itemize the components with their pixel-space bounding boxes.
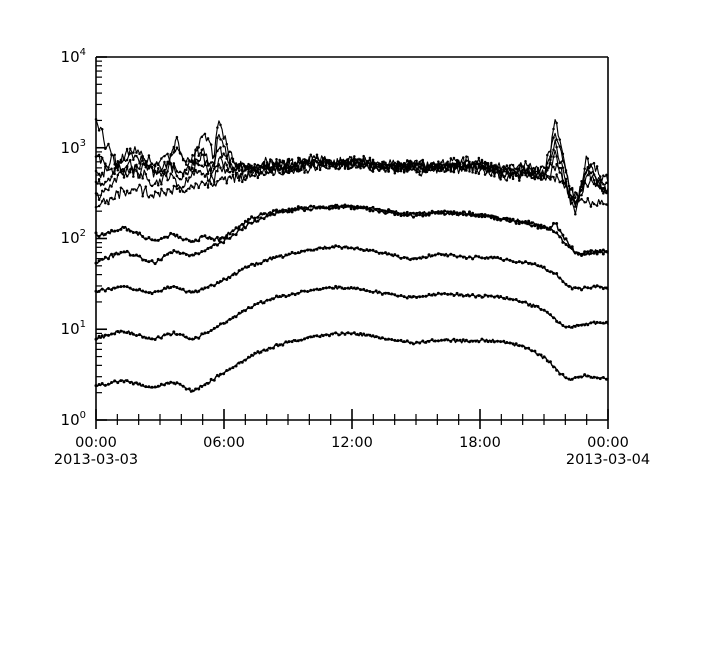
y-tick-label-1e1: 101 (61, 319, 86, 338)
series-markers-trace-6-upper-smooth (94, 159, 608, 209)
y-axis-ticks (96, 56, 107, 421)
y-tick-label-1e2: 102 (61, 228, 86, 247)
y-tick-label-1e0: 100 (61, 410, 86, 429)
series-line-trace-4-upper-noisy-d (95, 150, 609, 204)
x-tick-label-0600: 06:00 (203, 435, 245, 451)
x-axis-date-end: 2013-03-04 (566, 452, 650, 468)
x-axis-ticks (95, 409, 609, 429)
x-axis-date-start: 2013-03-03 (54, 452, 138, 468)
x-tick-label-0000-start: 00:00 (75, 435, 117, 451)
x-tick-label-1800: 18:00 (459, 435, 501, 451)
series-markers-trace-11-lowest (94, 331, 608, 393)
x-tick-labels: 00:00 06:00 12:00 18:00 00:00 2013-03-03… (54, 435, 650, 468)
y-tick-labels: 100 101 102 103 104 (61, 47, 86, 429)
series-group (94, 117, 609, 393)
series-markers-trace-10-lower-b (94, 284, 608, 342)
x-tick-label-1200: 12:00 (331, 435, 373, 451)
series-markers-trace-9-lower-a (94, 244, 608, 296)
x-tick-label-0000-end: 00:00 (587, 435, 629, 451)
series-markers-trace-8-mid-b (94, 203, 608, 266)
y-tick-label-1e4: 104 (61, 47, 86, 66)
y-tick-label-1e3: 103 (61, 138, 86, 157)
